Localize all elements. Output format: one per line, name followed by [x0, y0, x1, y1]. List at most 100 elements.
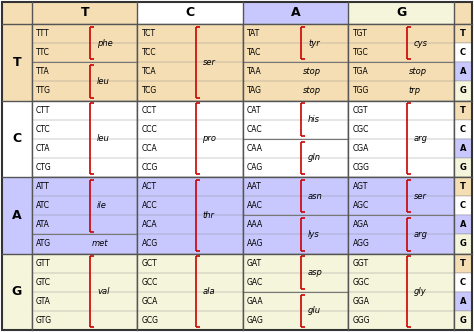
Text: stop: stop — [303, 86, 321, 95]
Bar — [32, 2, 137, 24]
Text: AAA: AAA — [247, 220, 263, 229]
Text: T: T — [460, 29, 466, 38]
Text: ACC: ACC — [142, 201, 157, 210]
Text: CCT: CCT — [142, 106, 156, 115]
Text: AGC: AGC — [353, 201, 369, 210]
Text: GCC: GCC — [142, 278, 158, 287]
Text: C: C — [460, 125, 466, 134]
Text: AAG: AAG — [247, 239, 264, 248]
Bar — [454, 43, 472, 62]
Bar — [454, 139, 472, 158]
Text: GGG: GGG — [353, 316, 370, 325]
Text: A: A — [460, 144, 466, 153]
Text: TCG: TCG — [142, 86, 157, 95]
Text: TGG: TGG — [353, 86, 369, 95]
Text: pro: pro — [202, 134, 217, 143]
Text: ACA: ACA — [142, 220, 157, 229]
Text: T: T — [460, 182, 466, 191]
Text: AGG: AGG — [353, 239, 369, 248]
Text: G: G — [460, 239, 466, 248]
Text: thr: thr — [202, 211, 215, 220]
Text: C: C — [12, 132, 21, 145]
Bar — [2, 2, 32, 24]
Bar — [32, 177, 137, 254]
Text: G: G — [460, 163, 466, 172]
Text: lys: lys — [308, 230, 320, 239]
Text: ser: ser — [202, 58, 216, 67]
Bar — [32, 254, 137, 330]
Bar — [2, 24, 32, 101]
Text: glu: glu — [308, 306, 321, 315]
Text: TAG: TAG — [247, 86, 262, 95]
Text: met: met — [92, 239, 109, 248]
Text: G: G — [396, 7, 406, 20]
Bar — [243, 2, 348, 24]
Text: TCA: TCA — [142, 67, 156, 76]
Text: ATA: ATA — [36, 220, 50, 229]
Text: C: C — [186, 7, 195, 20]
Text: his: his — [308, 115, 320, 124]
Text: GGT: GGT — [353, 259, 369, 268]
Text: ACT: ACT — [142, 182, 156, 191]
Bar — [2, 177, 32, 254]
Text: AAC: AAC — [247, 201, 263, 210]
Text: GGA: GGA — [353, 297, 370, 306]
Text: cys: cys — [413, 39, 428, 47]
Text: GTG: GTG — [36, 316, 52, 325]
Text: CGA: CGA — [353, 144, 369, 153]
Bar — [454, 273, 472, 292]
Text: CGT: CGT — [353, 106, 368, 115]
Text: GGC: GGC — [353, 278, 370, 287]
Bar — [454, 101, 472, 120]
Text: asn: asn — [308, 192, 323, 201]
Text: stop: stop — [303, 67, 321, 76]
Bar — [137, 101, 243, 177]
Text: G: G — [460, 316, 466, 325]
Bar — [454, 158, 472, 177]
Text: GAT: GAT — [247, 259, 262, 268]
Text: ATG: ATG — [36, 239, 51, 248]
Text: ATT: ATT — [36, 182, 50, 191]
Text: TTT: TTT — [36, 29, 50, 38]
Text: gln: gln — [308, 153, 321, 162]
Bar — [137, 177, 243, 254]
Bar — [243, 24, 348, 101]
Text: arg: arg — [413, 230, 428, 239]
Bar — [2, 254, 32, 330]
Text: CGG: CGG — [353, 163, 370, 172]
Text: leu: leu — [97, 77, 110, 86]
Text: CTC: CTC — [36, 125, 51, 134]
Text: AGA: AGA — [353, 220, 369, 229]
Text: stop: stop — [409, 67, 427, 76]
Text: CAA: CAA — [247, 144, 263, 153]
Text: trp: trp — [409, 86, 421, 95]
Text: A: A — [12, 209, 22, 222]
Text: CAC: CAC — [247, 125, 263, 134]
Text: val: val — [97, 287, 109, 296]
Text: CAT: CAT — [247, 106, 262, 115]
Text: AAT: AAT — [247, 182, 262, 191]
Text: CTG: CTG — [36, 163, 52, 172]
Bar — [348, 101, 454, 177]
Text: T: T — [460, 106, 466, 115]
Text: ATC: ATC — [36, 201, 50, 210]
Text: leu: leu — [97, 134, 110, 143]
Bar — [348, 24, 454, 101]
Bar — [243, 177, 348, 254]
Bar — [454, 2, 472, 24]
Text: GTT: GTT — [36, 259, 51, 268]
Text: TTG: TTG — [36, 86, 51, 95]
Text: GCA: GCA — [142, 297, 158, 306]
Text: T: T — [13, 56, 21, 69]
Bar — [2, 101, 32, 177]
Text: A: A — [460, 220, 466, 229]
Text: GCT: GCT — [142, 259, 157, 268]
Text: GCG: GCG — [142, 316, 158, 325]
Text: CCC: CCC — [142, 125, 157, 134]
Text: T: T — [81, 7, 89, 20]
Bar — [454, 81, 472, 101]
Text: asp: asp — [308, 268, 323, 277]
Text: A: A — [460, 297, 466, 306]
Text: GTC: GTC — [36, 278, 51, 287]
Bar — [243, 254, 348, 330]
